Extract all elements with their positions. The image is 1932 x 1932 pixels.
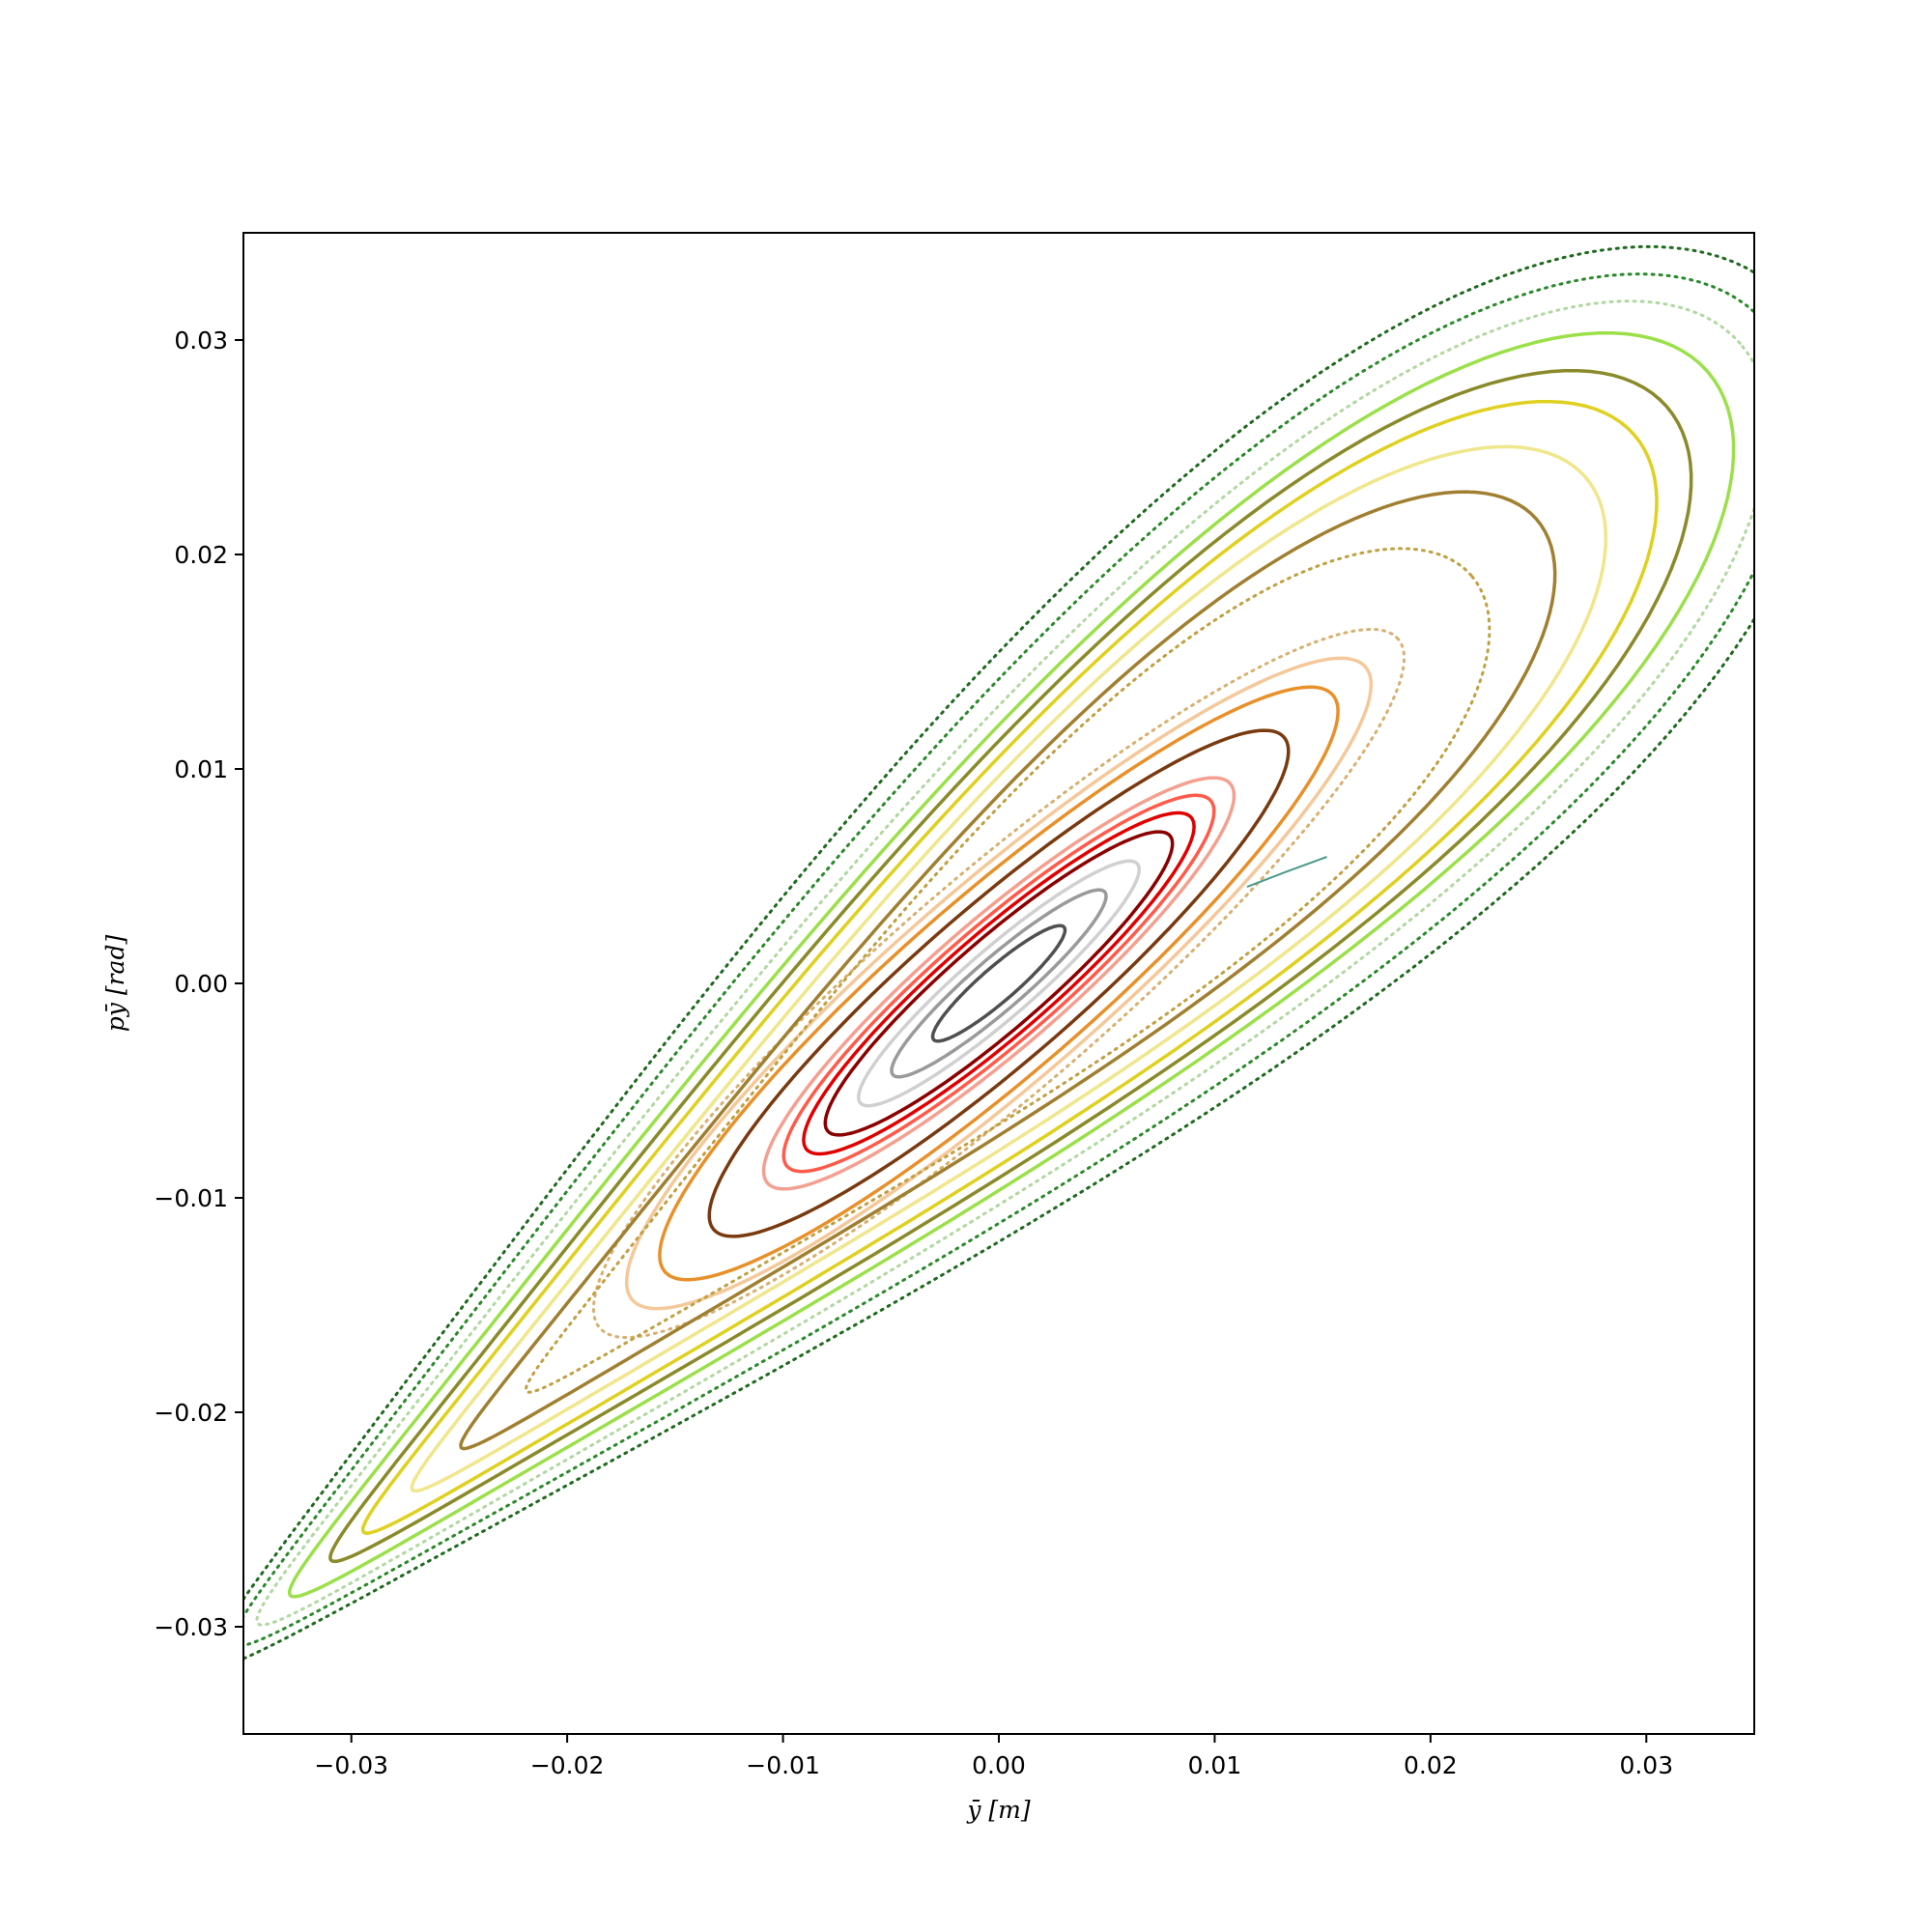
orbit-trace	[802, 810, 1196, 1156]
x-tick-label: −0.02	[530, 1751, 605, 1779]
orbit-trace	[328, 368, 1693, 1564]
orbit-trace	[410, 444, 1608, 1493]
x-tick-label: −0.03	[314, 1751, 388, 1779]
x-tick-label: 0.00	[972, 1751, 1026, 1779]
orbit-trace	[781, 793, 1216, 1174]
x-tick-label: −0.01	[746, 1751, 820, 1779]
y-tick-label: 0.03	[174, 327, 228, 355]
orbit-trace	[243, 244, 1754, 1661]
y-tick-label: 0.01	[174, 755, 228, 783]
y-tick-label: 0.02	[174, 541, 228, 569]
y-tick-label: 0.00	[174, 970, 228, 998]
orbit-trace	[857, 859, 1141, 1108]
orbit-trace	[360, 399, 1659, 1535]
y-axis-label: pȳ [rad]	[101, 935, 129, 1033]
orbit-trace	[459, 490, 1557, 1451]
orbit-trace	[823, 830, 1175, 1137]
y-tick-label: −0.03	[154, 1613, 228, 1641]
orbit-layer	[243, 244, 1754, 1661]
x-tick-label: 0.02	[1404, 1751, 1458, 1779]
x-axis: −0.03 −0.02 −0.01 0.00 0.01 0.02 0.03	[314, 1734, 1673, 1779]
x-tick-label: 0.03	[1619, 1751, 1673, 1779]
y-tick-label: −0.01	[154, 1184, 228, 1212]
orbit-trace	[287, 330, 1736, 1599]
orbit-trace	[658, 685, 1340, 1282]
stray-tail-trace	[1246, 856, 1327, 889]
x-axis-label: ȳ [m]	[966, 1796, 1031, 1824]
orbit-trace	[761, 776, 1236, 1191]
orbit-trace	[930, 923, 1067, 1043]
orbit-trace	[255, 299, 1754, 1627]
orbit-trace	[707, 728, 1291, 1238]
orbit-trace	[243, 272, 1754, 1648]
y-tick-label: −0.02	[154, 1399, 228, 1427]
orbit-trace	[624, 656, 1374, 1311]
x-tick-label: 0.01	[1188, 1751, 1242, 1779]
orbit-trace	[524, 547, 1492, 1394]
y-axis: −0.03 −0.02 −0.01 0.00 0.01 0.02 0.03	[154, 327, 243, 1641]
orbit-trace	[890, 888, 1108, 1079]
